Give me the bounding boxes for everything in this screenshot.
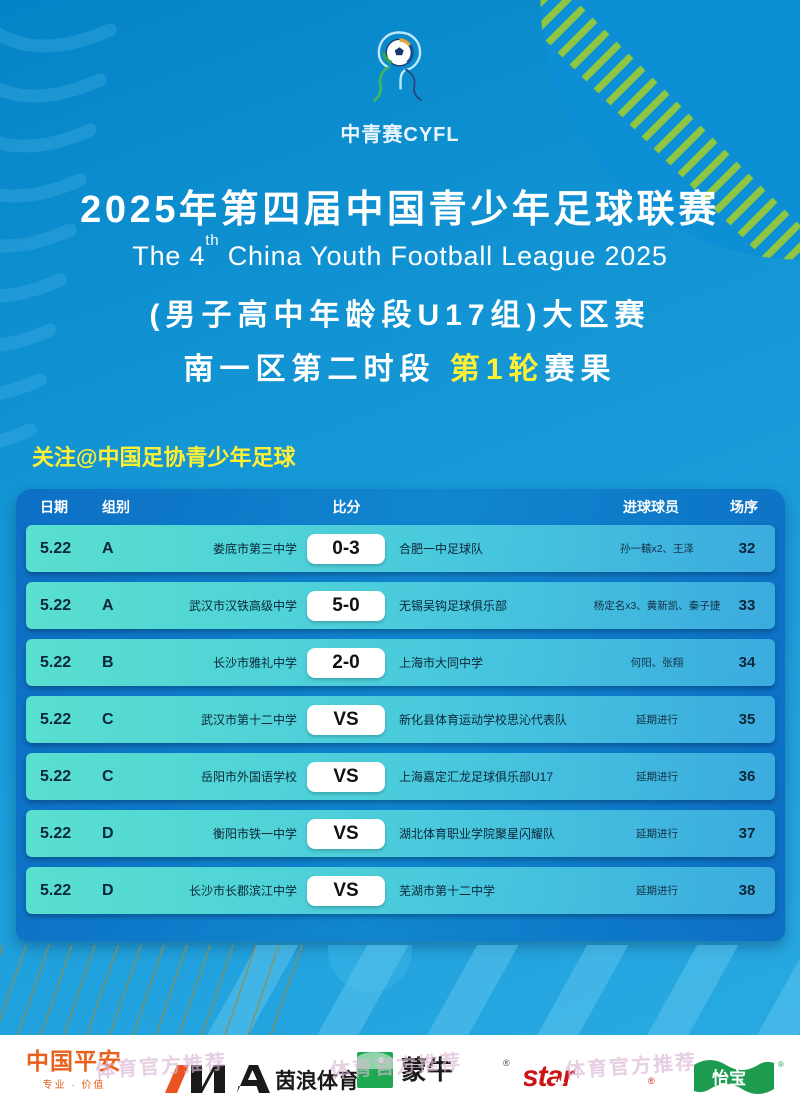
svg-text:®: ® bbox=[648, 1076, 655, 1086]
svg-text:®: ® bbox=[778, 1060, 784, 1069]
svg-text:蒙牛: 蒙牛 bbox=[401, 1055, 453, 1085]
svg-text:茵浪体育: 茵浪体育 bbox=[275, 1069, 359, 1093]
svg-text:star: star bbox=[524, 1062, 576, 1092]
svg-text:怡宝: 怡宝 bbox=[712, 1068, 746, 1088]
svg-text:®: ® bbox=[503, 1058, 510, 1068]
